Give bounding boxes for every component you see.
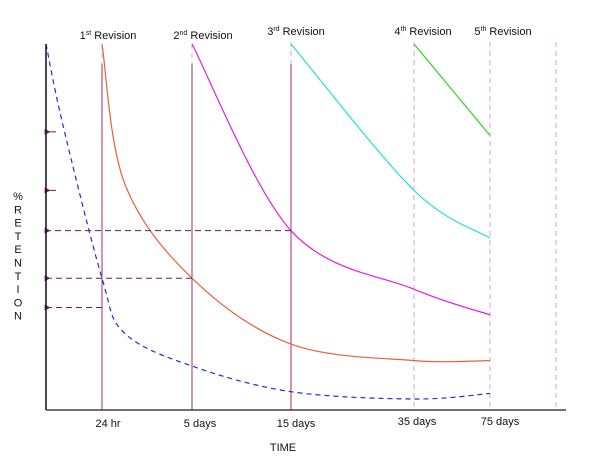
series-line — [413, 43, 491, 136]
x-tick-labels: 24 hr 5 days 15 days 35 days 75 days — [95, 416, 519, 430]
x-tick-label: 35 days — [398, 416, 437, 428]
series-line — [45, 43, 491, 400]
x-tick-label: 75 days — [481, 416, 520, 428]
revision-label: 1st Revision — [80, 30, 137, 42]
revision-label: 2nd Revision — [173, 30, 232, 42]
y-axis-title-char: % — [13, 191, 23, 203]
y-axis-title-char: E — [14, 244, 21, 256]
x-tick-label: 5 days — [184, 418, 217, 430]
y-axis-title-char: T — [15, 231, 22, 243]
arrow-group — [44, 128, 291, 311]
revision-labels: 1st Revision 2nd Revision 3rd Revision 4th … — [80, 26, 532, 42]
revision-label: 5th Revision — [474, 26, 531, 38]
series-group — [45, 43, 491, 400]
series-line — [191, 43, 491, 316]
revision-label: 4th Revision — [394, 26, 451, 38]
y-axis-title-char: O — [14, 297, 23, 309]
revision-label: 3rd Revision — [267, 26, 325, 38]
x-tick-label: 15 days — [277, 418, 316, 430]
x-axis-title: TIME — [270, 442, 296, 454]
series-line — [101, 43, 491, 363]
y-axis-title-char: E — [14, 218, 21, 230]
series-line — [290, 43, 491, 239]
y-axis-title-char: N — [14, 258, 22, 270]
y-axis-title-char: T — [15, 271, 22, 283]
x-tick-label: 24 hr — [95, 418, 120, 430]
y-axis-title-char: I — [16, 284, 19, 296]
guide-lines — [101, 42, 557, 410]
y-axis-title-char: R — [14, 204, 22, 216]
y-axis-title-char: N — [14, 311, 22, 323]
